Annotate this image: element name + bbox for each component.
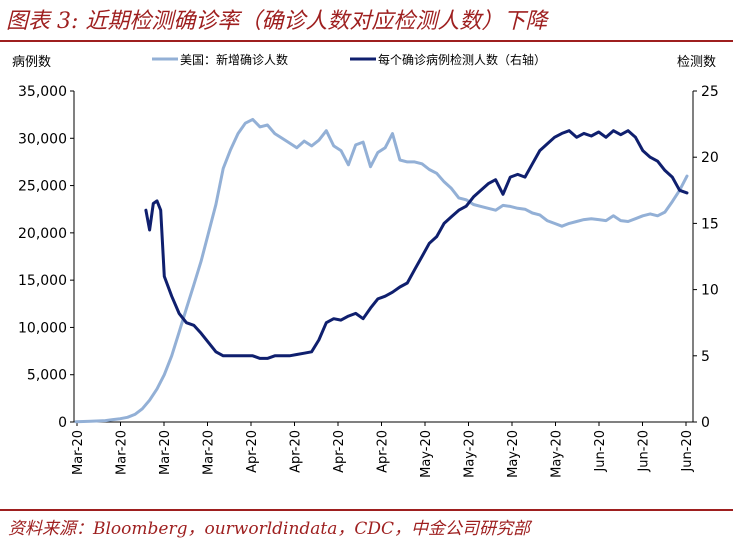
left-tick-label: 10,000	[18, 320, 67, 336]
x-tick-label: Mar-20	[158, 430, 173, 475]
plot-area	[74, 117, 689, 424]
left-tick-label: 25,000	[18, 179, 67, 195]
axes: 0 5,000 10,000 15,000 20,000 25,000 30,000 35,0…	[18, 84, 719, 478]
source-note: 资料来源：Bloomberg，ourworldindata，CDC，中金公司研究…	[8, 519, 531, 539]
x-tick-label: Jun-20	[680, 430, 695, 473]
series-line-us-cases	[74, 117, 689, 424]
x-tick-label: Mar-20	[71, 430, 86, 475]
x-tick-label: May-20	[419, 430, 434, 478]
x-tick-label: Apr-20	[289, 430, 304, 473]
x-tick-label: Apr-20	[376, 430, 391, 473]
legend: 美国：新增确诊人数 每个确诊病例检测人数（右轴）	[152, 52, 546, 67]
x-tick-label: May-20	[463, 430, 478, 478]
source-rule	[0, 509, 733, 511]
x-tick-label: Mar-20	[202, 430, 217, 475]
x-tick-label: Jun-20	[593, 430, 608, 473]
left-axis-label: 病例数	[12, 55, 51, 70]
right-tick-label: 0	[701, 415, 710, 431]
right-tick-label: 20	[701, 150, 719, 166]
left-tick-label: 20,000	[18, 226, 67, 242]
x-tick-label: Apr-20	[332, 430, 347, 473]
right-tick-label: 10	[701, 283, 719, 299]
right-tick-label: 5	[701, 349, 710, 365]
x-tick-label: Jun-20	[637, 430, 652, 473]
right-tick-label: 15	[701, 216, 719, 232]
x-tick-label: May-20	[506, 430, 521, 478]
x-tick-label: Apr-20	[245, 430, 260, 473]
legend-label-us-cases: 美国：新增确诊人数	[180, 52, 288, 67]
x-tick-label: Mar-20	[115, 430, 130, 475]
left-tick-label: 35,000	[18, 84, 67, 100]
x-tick-label: May-20	[550, 430, 565, 478]
figure-title: 图表 3: 近期检测确诊率（确诊人数对应检测人数）下降	[6, 9, 548, 34]
right-axis-label: 检测数	[677, 55, 716, 70]
right-tick-label: 25	[701, 84, 719, 100]
left-tick-label: 0	[58, 415, 67, 431]
series-line-cases-per-test	[144, 129, 689, 360]
left-tick-label: 5,000	[27, 368, 67, 384]
legend-label-cases-per-test: 每个确诊病例检测人数（右轴）	[378, 52, 546, 67]
left-tick-label: 15,000	[18, 273, 67, 289]
title-rule	[0, 40, 733, 42]
left-tick-label: 30,000	[18, 131, 67, 147]
dual-axis-line-chart: 病例数 检测数 美国：新增确诊人数 每个确诊病例检测人数（右轴） 0 5,000 1…	[12, 52, 719, 478]
